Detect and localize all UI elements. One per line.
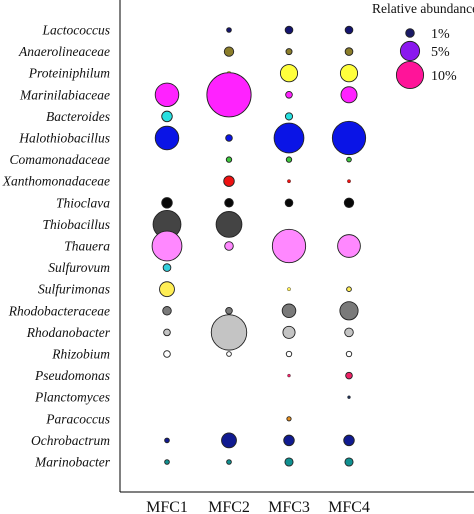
bubble-rhizobium-mfc2 xyxy=(226,351,232,357)
taxon-label-lactococcus: Lactococcus xyxy=(42,23,110,38)
legend-bubble-5 xyxy=(399,40,421,62)
bubble-ochrobactrum-mfc3 xyxy=(283,434,295,447)
legend-bubble-10 xyxy=(395,60,425,90)
bubble-marinilabiaceae-mfc4 xyxy=(340,86,358,104)
bubble-marinobacter-mfc3 xyxy=(284,457,294,467)
bubble-rhizobium-mfc4 xyxy=(345,350,353,358)
bubble-rhodobacteraceae-mfc3 xyxy=(281,303,297,319)
bubble-planctomyces-mfc4 xyxy=(347,395,351,399)
taxon-label-rhizobium: Rhizobium xyxy=(51,347,110,362)
bubble-sulfurimonas-mfc3 xyxy=(287,287,291,292)
bubble-rhodanobacter-mfc1 xyxy=(163,328,171,337)
taxon-label-sulfurimonas: Sulfurimonas xyxy=(38,282,110,297)
legend-label-10: 10% xyxy=(431,69,457,84)
bubble-sulfurimonas-mfc1 xyxy=(159,281,175,298)
taxon-label-rhodanobacter: Rhodanobacter xyxy=(26,325,111,340)
bubble-comamonadaceae-mfc3 xyxy=(285,156,293,163)
bubble-ochrobactrum-mfc1 xyxy=(164,437,170,444)
taxon-label-marinobacter: Marinobacter xyxy=(34,455,111,470)
bubble-sulfurimonas-mfc4 xyxy=(346,286,352,293)
bubble-marinilabiaceae-mfc1 xyxy=(154,82,180,108)
bubble-thauera-mfc4 xyxy=(337,234,361,258)
bubble-halothiobacillus-mfc4 xyxy=(331,120,367,156)
taxon-label-comamonadaceae: Comamonadaceae xyxy=(10,152,110,167)
bubble-xanthomonadaceae-mfc3 xyxy=(287,179,291,184)
bubble-pseudomonas-mfc3 xyxy=(287,373,291,378)
taxon-label-xanthomonadaceae: Xanthomonadaceae xyxy=(2,174,110,189)
bubble-comamonadaceae-mfc4 xyxy=(346,156,352,163)
bubble-lactococcus-mfc3 xyxy=(284,25,294,35)
bubble-thauera-mfc1 xyxy=(151,230,183,262)
bubble-rhodobacteraceae-mfc2 xyxy=(225,307,233,315)
legend-bubble-1 xyxy=(405,28,415,38)
legend-label-1: 1% xyxy=(431,27,450,42)
bubble-comamonadaceae-mfc2 xyxy=(225,156,233,163)
legend-label-5: 5% xyxy=(431,45,450,60)
bubble-lactococcus-mfc4 xyxy=(344,25,354,35)
bubble-thioclava-mfc2 xyxy=(224,198,234,208)
legend-title: Relative abundance xyxy=(372,1,474,16)
bubble-halothiobacillus-mfc2 xyxy=(225,134,233,142)
taxon-label-thauera: Thauera xyxy=(64,239,110,254)
bubble-marks xyxy=(151,25,367,467)
bubble-rhizobium-mfc3 xyxy=(285,350,293,358)
bubble-ochrobactrum-mfc2 xyxy=(221,432,237,449)
bubble-thioclava-mfc3 xyxy=(284,198,294,208)
bubble-thioclava-mfc4 xyxy=(343,197,355,208)
bubble-anaerolineaceae-mfc3 xyxy=(285,48,293,56)
bubble-ochrobactrum-mfc4 xyxy=(343,434,355,447)
taxon-label-paracoccus: Paracoccus xyxy=(45,411,110,426)
sample-label-mfc3: MFC3 xyxy=(268,499,310,514)
legend: Relative abundance 1% 5% 10% xyxy=(372,1,474,90)
bubble-proteiniphilum-mfc4 xyxy=(339,64,359,83)
bubble-halothiobacillus-mfc1 xyxy=(154,125,180,151)
taxon-label-planctomyces: Planctomyces xyxy=(34,390,110,405)
axes xyxy=(119,0,474,493)
bubble-rhodanobacter-mfc4 xyxy=(344,327,354,338)
bubble-halothiobacillus-mfc3 xyxy=(273,122,305,154)
bubble-marinilabiaceae-mfc2 xyxy=(206,72,252,118)
bubble-xanthomonadaceae-mfc4 xyxy=(347,179,351,184)
sample-label-mfc1: MFC1 xyxy=(146,499,188,514)
bubble-sulfurovum-mfc1 xyxy=(162,263,172,272)
bubble-marinobacter-mfc4 xyxy=(344,457,354,467)
bubble-thioclava-mfc1 xyxy=(161,197,173,209)
taxon-label-sulfurovum: Sulfurovum xyxy=(48,260,110,275)
taxon-label-thioclava: Thioclava xyxy=(56,195,110,210)
bubble-rhodanobacter-mfc3 xyxy=(282,325,296,339)
bubble-bacteroides-mfc1 xyxy=(161,110,173,123)
bubble-marinobacter-mfc2 xyxy=(226,459,232,465)
bubble-marinilabiaceae-mfc3 xyxy=(285,91,293,99)
taxon-label-pseudomonas: Pseudomonas xyxy=(34,368,110,383)
taxon-label-rhodobacteraceae: Rhodobacteraceae xyxy=(8,303,110,318)
taxon-label-proteiniphilum: Proteiniphilum xyxy=(28,66,110,81)
taxon-label-halothiobacillus: Halothiobacillus xyxy=(18,131,110,146)
bubble-rhodobacteraceae-mfc4 xyxy=(339,301,359,321)
bubble-thauera-mfc2 xyxy=(224,241,234,251)
bubble-lactococcus-mfc2 xyxy=(226,27,232,33)
bubble-proteiniphilum-mfc3 xyxy=(279,64,299,83)
taxon-label-ochrobactrum: Ochrobactrum xyxy=(31,433,110,448)
bubble-xanthomonadaceae-mfc2 xyxy=(223,175,235,187)
bubble-bacteroides-mfc3 xyxy=(284,112,294,121)
bubble-thauera-mfc3 xyxy=(271,228,307,264)
taxon-label-marinilabiaceae: Marinilabiaceae xyxy=(19,87,110,102)
bubble-paracoccus-mfc3 xyxy=(286,416,292,422)
taxon-label-bacteroides: Bacteroides xyxy=(46,109,110,124)
x-axis-sample-labels: MFC1 MFC2 MFC3 MFC4 xyxy=(146,499,370,514)
bubble-rhodobacteraceae-mfc1 xyxy=(162,306,172,316)
sample-label-mfc2: MFC2 xyxy=(208,499,250,514)
bubble-anaerolineaceae-mfc2 xyxy=(223,46,235,57)
bubble-rhodanobacter-mfc2 xyxy=(210,314,248,351)
bubble-thiobacillus-mfc2 xyxy=(215,211,243,238)
taxon-label-anaerolineaceae: Anaerolineaceae xyxy=(18,44,110,59)
bubble-marinobacter-mfc1 xyxy=(164,459,170,465)
y-axis-taxa-labels: Lactococcus Anaerolineaceae Proteiniphilum… xyxy=(2,23,111,470)
bubble-rhizobium-mfc1 xyxy=(163,350,171,358)
bubble-pseudomonas-mfc4 xyxy=(345,371,353,380)
bubble-anaerolineaceae-mfc4 xyxy=(344,47,354,56)
taxon-label-thiobacillus: Thiobacillus xyxy=(42,217,110,232)
sample-label-mfc4: MFC4 xyxy=(328,499,370,514)
